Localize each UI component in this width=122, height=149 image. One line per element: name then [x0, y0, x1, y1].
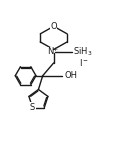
Text: I$^-$: I$^-$ — [79, 57, 89, 68]
Text: S: S — [30, 103, 35, 112]
Text: O: O — [50, 22, 57, 31]
Text: SiH$_3$: SiH$_3$ — [73, 46, 93, 58]
Text: +: + — [52, 47, 58, 52]
Text: N: N — [47, 47, 53, 56]
Text: OH: OH — [64, 71, 77, 80]
